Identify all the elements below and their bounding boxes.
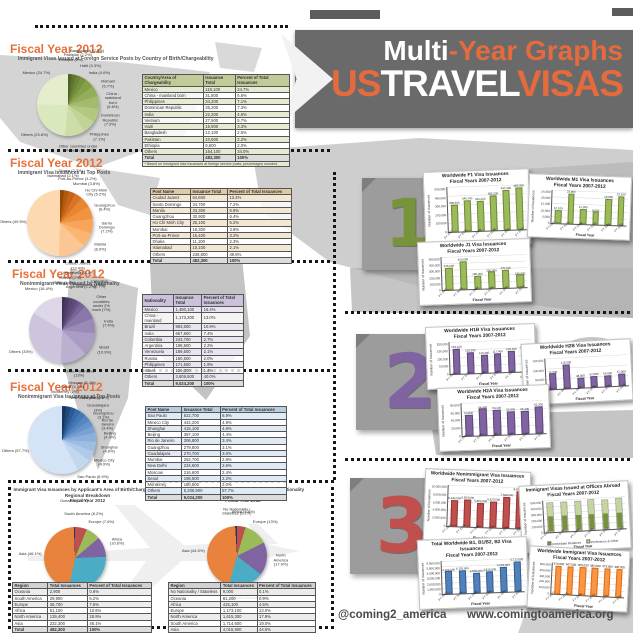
dotted-divider <box>345 458 630 461</box>
bar-chart-immigrant-total: Worldwide Immigrant Visa Issuances Fiscal… <box>526 545 631 613</box>
section-1-heading: Fiscal Year 2012 Immigrant Visas Issued … <box>10 43 310 62</box>
table-nonimmigrant-top-posts: Post Name Issuance Total Percent of Total … <box>144 405 288 501</box>
section-3-heading: Fiscal Year 2012 Nonimmigrant Visas Issu… <box>12 268 312 287</box>
pie-nonimmigrant-by-nationality: Israel (1.4%) Russia (2%) Venezuela (2.1%)… <box>8 270 115 378</box>
banner-decoration <box>612 8 633 16</box>
section-title: Fiscal Year 2012 <box>10 42 103 56</box>
table-immigrant-by-country: Country/Area of Chargeability Issuance To… <box>142 74 291 168</box>
bar-chart-nonimmigrant-total: Worldwide Nonimmigrant Visa Issuances Fis… <box>422 468 532 544</box>
section-2-heading: Fiscal Year 2012 Immigrant Visa Issuance… <box>10 157 310 176</box>
table-nonimmigrant-regional: Region Total Issuances Percent of Total Is… <box>167 581 316 633</box>
title-banner: Multi-Year Graphs USTRAVELVISAS <box>281 30 633 128</box>
section-subtitle: Immigrant Visas Issued at Foreign Servic… <box>18 55 214 62</box>
pie-nonimmigrant-top-posts: Monterrey (2%) Seoul (2.2%) Moscow (2.4%) N… <box>1 380 118 479</box>
banner-decoration <box>310 10 380 19</box>
pie-nonimmigrant-regional: Africa (4.6%) Europe (13%) North America (… <box>178 497 296 615</box>
dotted-divider <box>333 172 336 480</box>
pie-immigrant-by-country: Ethiopia (2%) Pakistan (2.2%) Bangladesh (… <box>20 48 121 153</box>
title-travel: TRAVEL <box>380 63 518 105</box>
twitter-handle[interactable]: @coming2_america <box>338 609 447 621</box>
regional-left-title: Immigrant Visa Issuances by Applicant's … <box>5 487 170 504</box>
section-4-heading: Fiscal Year 2012 Nonimmigrant Visa Issua… <box>10 381 310 400</box>
section-title: Fiscal Year 2012 <box>10 380 103 394</box>
title-us: US <box>331 63 381 105</box>
pie-immigrant-top-posts: Islamabad (2.1%) Dhaka (2.3%) Port-au-Prin… <box>0 167 115 271</box>
section-subtitle: Nonimmigrant Visas Issued by Nationality <box>20 280 120 287</box>
regional-title-line: Regional Breakdown <box>64 492 111 498</box>
regional-title-line: Fiscal Year 2012 <box>69 498 106 504</box>
website-link[interactable]: www.comingtoamerica.org <box>467 609 614 621</box>
section-title: Fiscal Year 2012 <box>12 267 105 281</box>
dotted-divider <box>345 311 630 314</box>
regional-title-line: Immigrant Visa Issuances by Applicant's … <box>13 487 162 492</box>
table-nonimmigrant-by-nationality: Nationality Issuance Total Percent of Tota… <box>142 294 244 387</box>
title-multi: Multi <box>383 35 449 66</box>
bar-chart-h2a-visas: Worldwide H2A Visa Issuances Fiscal Years… <box>436 384 552 452</box>
regional-title-line: Fiscal Year 2012 <box>225 498 261 504</box>
bar-chart-immigrant-offices-abroad: Immigrant Visas Issued at Offices Abroad… <box>518 480 632 554</box>
bar-chart-j1-visas: Worldwide J1 Visa Issuances Fiscal Years … <box>416 238 533 306</box>
title-visas: VISAS <box>516 63 624 105</box>
bar-chart-b-visas: Total Worldwide B1, B1/B2, B2 Visa Issua… <box>416 536 530 610</box>
table-immigrant-top-posts: Post Name Issuance Total Percent of Total … <box>150 187 293 265</box>
dotted-divider <box>35 25 288 28</box>
bar-chart-f1-visas: Worldwide F1 Visa Issuances Fiscal Years … <box>422 168 532 248</box>
section-subtitle: Nonimmigrant Visa Issuances at Top Posts <box>18 393 121 400</box>
section-title: Fiscal Year 2012 <box>10 156 103 170</box>
section-subtitle: Immigrant Visa Issuances at Top Posts <box>18 169 111 176</box>
title-year-graphs: -Year Graphs <box>448 35 623 66</box>
poster-title: Multi-Year Graphs USTRAVELVISAS <box>331 35 624 105</box>
table-immigrant-regional: Region Total Issuances Percent of Total Is… <box>11 581 153 633</box>
bar-chart-m1-visas: Worldwide M1 Visa Issuances Fiscal Years … <box>526 173 633 241</box>
